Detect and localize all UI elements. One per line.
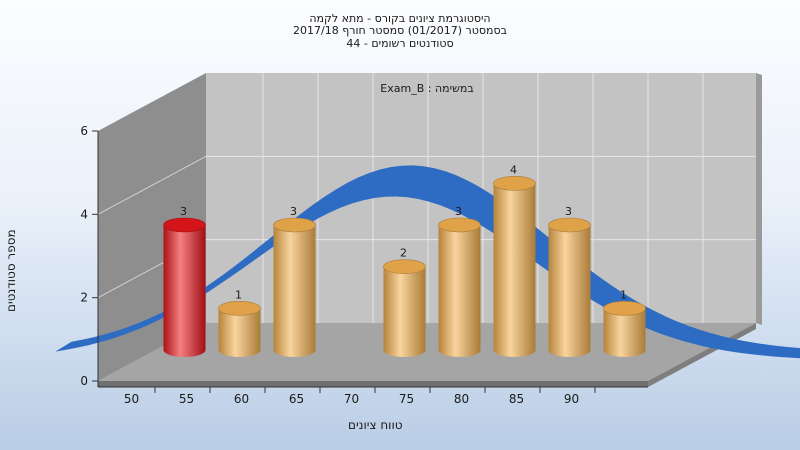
floor	[98, 323, 756, 381]
bar-label: 3	[290, 205, 297, 218]
x-tick-label: 90	[564, 392, 579, 406]
chart-title-line-3: סטודנטים רשומים - 44	[346, 37, 454, 50]
bar-90: 1	[603, 288, 646, 358]
bar-body	[438, 225, 481, 358]
bar-body	[273, 225, 316, 358]
gridline-side	[97, 155, 207, 215]
y-axis-title: מספר סטודנטים	[4, 229, 18, 312]
bar-top	[603, 301, 646, 316]
bar-85: 3	[548, 205, 591, 358]
bar-55: 1	[218, 288, 261, 358]
bar-top	[493, 176, 536, 191]
bar-label: 1	[620, 288, 627, 301]
bar-label: 1	[235, 288, 242, 301]
bar-label: 3	[455, 205, 462, 218]
bar-top	[218, 301, 261, 316]
y-tick-label: 0	[80, 374, 88, 388]
bar-top	[438, 217, 481, 233]
chart-title-line-2: בסמסטר (01/2017) סמסטר חורף 2017/18	[293, 24, 507, 37]
x-tick-label: 65	[289, 392, 304, 406]
x-tick-label: 75	[399, 392, 414, 406]
x-tick-label: 55	[179, 392, 194, 406]
y-tick-label: 4	[80, 207, 88, 221]
x-tick-label: 80	[454, 392, 469, 406]
bar-60: 3	[273, 205, 316, 358]
bar-body	[218, 308, 261, 358]
x-tick-label: 50	[124, 392, 139, 406]
bar-80: 4	[493, 163, 536, 358]
bar-label: 2	[400, 247, 407, 260]
floor-front-edge	[98, 381, 648, 387]
bar-top	[273, 217, 316, 233]
bar-70: 2	[383, 247, 426, 358]
y-tick-label: 2	[80, 291, 88, 305]
bar-body	[163, 225, 206, 357]
bar-body	[603, 308, 646, 358]
y-tick-label: 6	[80, 124, 88, 138]
chart-title-line-1: היסטוגרמת ציונים בקורס - מתא לקמה	[309, 12, 491, 25]
bar-50: 3	[163, 205, 206, 357]
bar-label: 4	[510, 163, 517, 176]
bar-75: 3	[438, 205, 481, 358]
bar-top	[548, 217, 591, 233]
bar-top	[163, 217, 206, 233]
x-tick-label: 85	[509, 392, 524, 406]
bar-body	[548, 225, 591, 358]
bar-body	[493, 183, 536, 358]
bar-top	[383, 259, 426, 274]
x-tick-label: 70	[344, 392, 359, 406]
bar-label: 3	[565, 205, 572, 218]
bar-body	[383, 266, 426, 358]
back-wall-edge	[756, 73, 762, 325]
bar-label: 3	[180, 205, 187, 218]
x-axis-title: טווח ציונים	[348, 418, 403, 432]
x-tick-label: 60	[234, 392, 249, 406]
task-label: Exam_B : במשימה	[380, 82, 473, 95]
